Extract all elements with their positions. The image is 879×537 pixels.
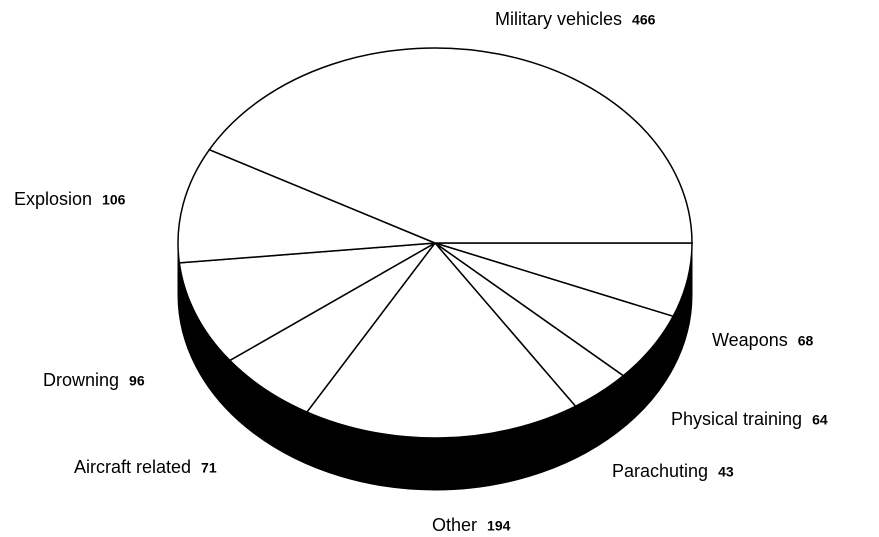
pie-slice bbox=[305, 241, 577, 439]
slice-value: 96 bbox=[129, 373, 145, 389]
pie-slice bbox=[177, 148, 436, 264]
slice-value: 68 bbox=[798, 333, 814, 349]
slice-value: 466 bbox=[632, 12, 656, 28]
slice-label: Explosion bbox=[14, 189, 92, 209]
slice-value: 194 bbox=[487, 518, 511, 534]
slice-value: 64 bbox=[812, 412, 828, 428]
slice-value: 71 bbox=[201, 460, 217, 476]
slice-value: 106 bbox=[102, 192, 126, 208]
slice-label: Drowning bbox=[43, 370, 119, 390]
slice-value: 43 bbox=[718, 464, 734, 480]
slice-label: Weapons bbox=[712, 330, 788, 350]
slice-label: Aircraft related bbox=[74, 457, 191, 477]
slice-label: Parachuting bbox=[612, 461, 708, 481]
slice-label: Other bbox=[432, 515, 477, 535]
slice-label: Physical training bbox=[671, 409, 802, 429]
pie-slice bbox=[208, 47, 693, 244]
slice-label: Military vehicles bbox=[495, 9, 622, 29]
pie-slice bbox=[178, 242, 436, 362]
